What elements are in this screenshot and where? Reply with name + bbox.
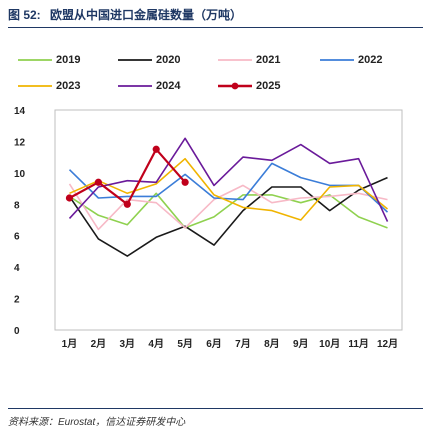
y-tick-label: 12 [14,137,26,148]
y-tick-label: 6 [14,232,20,243]
x-tick-label: 8月 [264,338,280,350]
legend-label: 2024 [156,80,181,92]
series-line-2022 [68,162,389,213]
legend-swatch [118,85,152,87]
source-note: 资料来源：Eurostat，信达证券研发中心 [8,417,186,428]
legend-swatch [218,82,252,90]
x-tick-label: 5月 [177,338,193,350]
legend-item-2020: 2020 [118,54,180,66]
legend-swatch [320,59,354,61]
data-point-2025 [181,178,189,186]
legend-label: 2023 [56,80,81,92]
legend-swatch [218,59,252,61]
x-tick-label: 3月 [120,338,136,350]
figure-title: 图 52: 欧盟从中国进口金属硅数量（万吨） [8,6,423,24]
y-tick-label: 14 [14,106,26,117]
legend-swatch [18,85,52,87]
x-tick-label: 6月 [206,338,222,350]
y-tick-label: 2 [14,295,20,306]
x-tick-label: 12月 [377,338,398,350]
series-line-2021 [68,183,388,231]
legend-item-2025: 2025 [218,80,280,92]
y-tick-label: 4 [14,263,20,274]
x-tick-label: 10月 [319,338,340,350]
y-tick-label: 8 [14,200,20,211]
legend-item-2023: 2023 [18,80,80,92]
data-point-2025 [94,178,102,186]
data-point-2025 [65,194,74,202]
data-point-2025 [123,200,131,208]
chart-legend: 2019 2020 2021 2022 2023 2024 2025 [0,50,431,100]
x-tick-label: 1月 [62,338,78,350]
series-line-2023 [69,157,389,221]
legend-label: 2019 [56,54,81,66]
plot-frame [54,109,403,331]
series-line-2024 [68,137,389,222]
line-chart: 0 2 4 6 8 10 12 14 1月 2月 3月 4月 5月 6月 7月 8月 9月 10月 11月 12月 [14,106,403,350]
legend-swatch [118,59,152,61]
x-tick-label: 11月 [348,338,369,350]
figure-number: 图 52: [8,8,41,22]
chart-title: 欧盟从中国进口金属硅数量（万吨） [50,8,243,22]
title-divider [8,27,423,28]
legend-label: 2022 [358,54,383,66]
series-line-2020 [68,176,388,257]
legend-label: 2020 [156,54,181,66]
legend-item-2021: 2021 [218,54,280,66]
legend-label: 2021 [256,54,281,66]
legend-item-2019: 2019 [18,54,80,66]
x-tick-label: 9月 [293,338,309,350]
source-divider [8,408,423,409]
x-tick-label: 2月 [91,338,107,350]
y-tick-label: 10 [14,169,26,180]
legend-item-2022: 2022 [320,54,382,66]
x-tick-label: 4月 [148,338,164,350]
legend-item-2024: 2024 [118,80,180,92]
y-tick-label: 0 [14,326,20,337]
data-point-2025 [152,145,160,153]
legend-swatch [18,59,52,61]
legend-label: 2025 [256,80,281,92]
series-line-2019 [69,192,388,229]
x-tick-label: 7月 [235,338,251,350]
